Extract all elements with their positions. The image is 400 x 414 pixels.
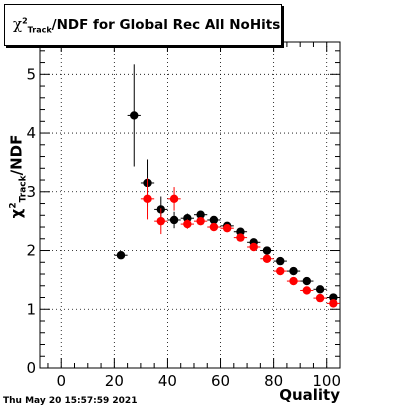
y-axis-label-wrapper: χ2Track/NDF: [0, 135, 40, 219]
data-point: [183, 219, 192, 229]
y-tick-label: 0: [26, 359, 36, 377]
data-point: [329, 293, 338, 302]
y-tick-label: 4: [26, 124, 36, 142]
chart-title: χ2Track/NDF for Global Rec All NoHits: [13, 15, 280, 35]
title-subscript: Track: [27, 25, 52, 35]
title-rest: /NDF for Global Rec All NoHits: [51, 17, 281, 34]
data-point: [236, 227, 245, 236]
data-point: [276, 256, 285, 266]
x-tick-label: 100: [312, 372, 341, 390]
x-tick-label: 60: [211, 372, 230, 390]
data-point: [236, 233, 245, 242]
y-axis-label: χ2Track/NDF: [8, 117, 29, 237]
ylabel-rest: /NDF: [7, 134, 26, 176]
x-axis-label: Quality: [279, 386, 340, 404]
data-point: [276, 266, 285, 276]
data-point: [196, 216, 205, 226]
data-point: [315, 293, 325, 303]
data-point: [329, 299, 338, 308]
ylabel-chi: χ: [7, 208, 26, 219]
data-point: [169, 194, 179, 204]
data-point: [302, 276, 312, 286]
data-point: [209, 215, 219, 225]
plot-frame: [39, 41, 341, 369]
x-tick-label: 80: [264, 372, 283, 390]
data-point: [116, 251, 126, 260]
data-point: [169, 215, 179, 225]
x-tick-label: 20: [105, 372, 124, 390]
data-point: [130, 111, 139, 120]
data-point: [315, 285, 325, 294]
x-tick-label: 40: [158, 372, 177, 390]
y-tick-label: 1: [26, 300, 36, 318]
data-point: [262, 254, 272, 263]
y-tick-label: 5: [26, 65, 36, 83]
title-box: χ2Track/NDF for Global Rec All NoHits: [4, 4, 282, 46]
data-point: [143, 194, 152, 204]
data-point: [302, 286, 312, 295]
data-point: [262, 246, 272, 255]
data-point: [209, 222, 219, 232]
data-point: [289, 276, 298, 286]
title-chi-symbol: χ: [13, 15, 23, 34]
title-superscript: 2: [22, 16, 28, 26]
data-point: [183, 214, 192, 223]
data-point: [249, 242, 258, 252]
ylabel-sub: Track: [18, 175, 29, 203]
y-tick-label: 2: [26, 242, 36, 260]
data-point: [222, 224, 232, 233]
timestamp: Thu May 20 15:57:59 2021: [3, 396, 138, 406]
y-tick-label: 3: [26, 183, 36, 201]
data-point: [156, 216, 165, 226]
x-tick-label: 0: [56, 372, 66, 390]
ylabel-sup: 2: [8, 202, 19, 209]
data-point: [196, 210, 205, 219]
data-point: [289, 266, 298, 276]
